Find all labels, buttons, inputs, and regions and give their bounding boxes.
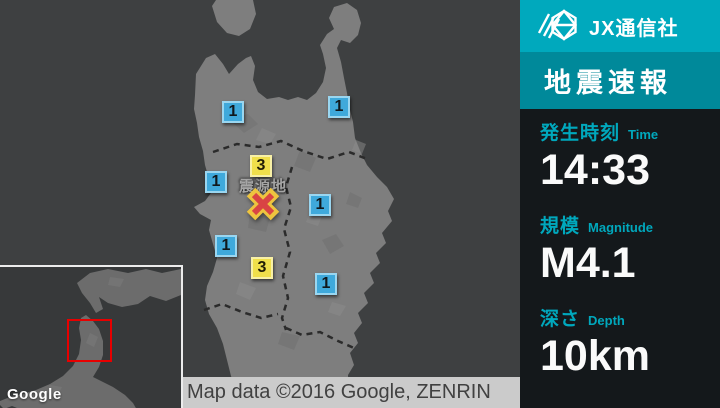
intensity-marker-3: 3 [250,155,272,177]
map-attribution: Map data ©2016 Google, ZENRIN [181,377,520,408]
inset-overview-map: Google [0,265,183,408]
magnitude-value: M4.1 [540,239,636,287]
land-tsugaru-tip [212,0,256,36]
sidebar-panel: JX通信社 地震速報 発生時刻 Time 14:33 規模 Magnitude … [520,0,720,408]
magnitude-label-en: Magnitude [588,220,654,235]
intensity-marker-1: 1 [309,194,331,216]
epicenter-x-icon [246,187,280,221]
time-value: 14:33 [540,146,650,194]
time-info-block: 発生時刻 Time 14:33 [540,118,715,193]
depth-label-ja: 深さ [540,309,581,330]
time-label-ja: 発生時刻 [540,123,621,144]
intensity-marker-3: 3 [251,257,273,279]
inset-land-hokkaido [77,269,181,313]
magnitude-info-block: 規模 Magnitude M4.1 [540,211,715,286]
depth-label-en: Depth [588,313,625,328]
alert-title-band: 地震速報 [520,52,720,109]
epicenter-label: 震源地 [238,178,288,195]
brand-header: JX通信社 [520,0,720,52]
inset-terrain-texture [46,277,124,395]
inset-land-honshu [0,315,136,408]
google-logo-link[interactable]: Google [7,386,62,403]
inset-viewport-rectangle [67,319,112,362]
jx-hexagon-logo-icon [537,9,578,41]
magnitude-label-ja: 規模 [540,216,581,237]
time-label-en: Time [628,127,659,142]
brand-name: JX通信社 [589,17,679,40]
prefecture-boundaries [203,139,368,350]
intensity-marker-1: 1 [315,273,337,295]
intensity-marker-1: 1 [222,101,244,123]
intensity-marker-1: 1 [328,96,350,118]
intensity-marker-1: 1 [215,235,237,257]
alert-title: 地震速報 [544,68,672,98]
inset-graphic [0,267,181,408]
depth-value: 10km [540,332,650,380]
intensity-marker-1: 1 [205,171,227,193]
depth-info-block: 深さ Depth 10km [540,304,715,379]
